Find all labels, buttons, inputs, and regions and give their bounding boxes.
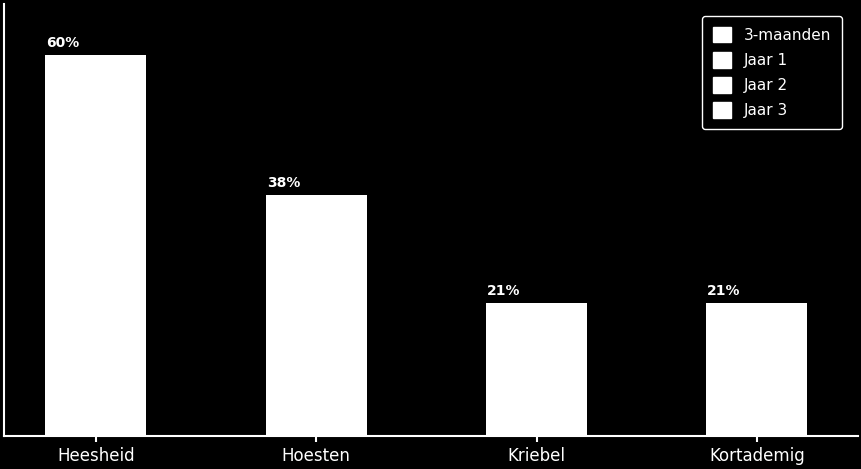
Bar: [728, 417, 784, 437]
Bar: [705, 303, 807, 437]
Text: 8%: 8%: [730, 366, 754, 380]
Text: 29%: 29%: [71, 233, 103, 247]
Bar: [277, 386, 355, 437]
Text: 8%: 8%: [290, 366, 314, 380]
Text: 12%: 12%: [511, 341, 544, 355]
Text: 4%: 4%: [532, 392, 556, 406]
Bar: [717, 386, 795, 437]
Text: 0%: 0%: [553, 417, 576, 431]
Bar: [79, 424, 112, 437]
Bar: [46, 55, 146, 437]
Bar: [498, 360, 574, 437]
Bar: [68, 316, 123, 437]
Bar: [509, 411, 563, 437]
Bar: [486, 303, 586, 437]
Bar: [288, 398, 344, 437]
Text: 21%: 21%: [486, 284, 520, 298]
Bar: [740, 417, 772, 437]
Text: 3%: 3%: [753, 398, 776, 412]
Text: 2%: 2%: [112, 405, 136, 419]
Text: 2%: 2%: [332, 405, 356, 419]
Bar: [58, 252, 134, 437]
Bar: [300, 424, 332, 437]
Text: 19%: 19%: [92, 296, 126, 310]
Text: 60%: 60%: [46, 36, 79, 50]
Legend: 3-maanden, Jaar 1, Jaar 2, Jaar 3: 3-maanden, Jaar 1, Jaar 2, Jaar 3: [702, 16, 840, 129]
Bar: [265, 195, 366, 437]
Text: 6%: 6%: [313, 379, 336, 393]
Text: 3%: 3%: [772, 398, 796, 412]
Text: 21%: 21%: [707, 284, 740, 298]
Text: 38%: 38%: [266, 176, 300, 190]
